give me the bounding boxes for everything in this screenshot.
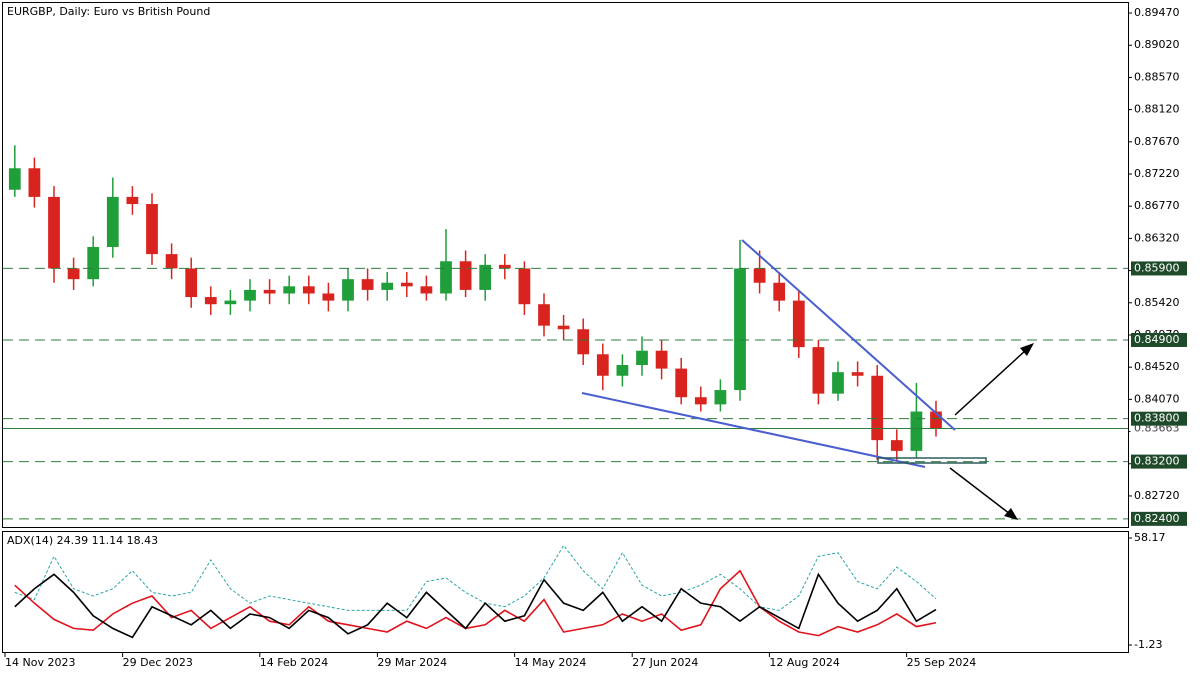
x-tick-label: 12 Aug 2024 bbox=[769, 656, 839, 669]
candle-body bbox=[636, 350, 648, 366]
candle-body bbox=[381, 282, 394, 290]
candle-body bbox=[28, 168, 41, 197]
candle-body bbox=[165, 254, 178, 269]
candle-body bbox=[773, 282, 786, 301]
candle-body bbox=[283, 286, 296, 294]
level-label-box bbox=[1131, 411, 1187, 426]
arrow bbox=[949, 467, 1011, 515]
y-tick-label: 0.88120 bbox=[1134, 103, 1180, 116]
candle-body bbox=[67, 268, 80, 280]
plot: 0.827200.831700.836200.840700.845200.849… bbox=[3, 6, 1188, 669]
candle-body bbox=[910, 411, 923, 451]
indicator-line bbox=[14, 544, 937, 611]
candle-body bbox=[851, 372, 864, 376]
candle-body bbox=[322, 293, 335, 301]
y-tick-label: 0.84520 bbox=[1134, 360, 1180, 373]
candle-body bbox=[224, 300, 237, 305]
candle-body bbox=[538, 304, 550, 326]
candle-body bbox=[832, 372, 844, 394]
candle-body bbox=[596, 354, 609, 376]
candle-body bbox=[400, 282, 413, 287]
y-tick-label: 0.86770 bbox=[1134, 199, 1180, 212]
y-tick-label: 0.89020 bbox=[1134, 38, 1180, 51]
level-label: 0.83800 bbox=[1134, 412, 1180, 425]
x-tick-label: 14 May 2024 bbox=[515, 656, 587, 669]
candle-body bbox=[675, 368, 688, 398]
level-label-box bbox=[1131, 261, 1187, 276]
y-tick-label: 0.86320 bbox=[1134, 231, 1180, 244]
candle-body bbox=[361, 279, 374, 290]
candle-body bbox=[616, 365, 629, 376]
x-tick-label: 14 Feb 2024 bbox=[260, 656, 328, 669]
candle-body bbox=[440, 261, 452, 294]
y-tick-label: -1.23 bbox=[1134, 638, 1162, 651]
y-tick-label: 0.89470 bbox=[1134, 6, 1180, 19]
x-tick-label: 14 Nov 2023 bbox=[5, 656, 75, 669]
candle-body bbox=[204, 297, 217, 305]
candle-body bbox=[734, 268, 746, 391]
arrow-head bbox=[1004, 508, 1018, 520]
y-tick-label: 58.17 bbox=[1134, 531, 1166, 544]
candle-body bbox=[792, 300, 805, 348]
x-tick-label: 27 Jun 2024 bbox=[632, 656, 698, 669]
trendline bbox=[581, 392, 926, 468]
arrow-head bbox=[1020, 343, 1034, 356]
candle-body bbox=[753, 268, 766, 283]
candle-body bbox=[459, 261, 472, 290]
chart-title: EURGBP, Daily: Euro vs British Pound bbox=[7, 5, 210, 18]
y-tick-label: 0.85420 bbox=[1134, 296, 1180, 309]
level-label-box bbox=[1131, 511, 1187, 526]
level-label: 0.84900 bbox=[1134, 333, 1180, 346]
arrow bbox=[954, 349, 1027, 416]
candle-body bbox=[302, 286, 315, 294]
candle-body bbox=[714, 390, 727, 405]
candle-body bbox=[812, 347, 825, 394]
candle-body bbox=[420, 286, 433, 294]
level-label: 0.82400 bbox=[1134, 512, 1180, 525]
level-label-box bbox=[1131, 454, 1187, 469]
candle-body bbox=[263, 289, 276, 294]
level-label: 0.83200 bbox=[1134, 455, 1180, 468]
candle-body bbox=[655, 350, 668, 369]
candle-body bbox=[342, 279, 354, 301]
level-label: 0.85900 bbox=[1134, 261, 1180, 274]
adx-panel bbox=[2, 531, 1129, 653]
annotations bbox=[581, 239, 1034, 520]
indicator-line bbox=[14, 572, 937, 639]
candle-body bbox=[557, 325, 570, 330]
candle-body bbox=[185, 268, 198, 298]
candle-body bbox=[48, 196, 60, 269]
y-tick-label: 0.87220 bbox=[1134, 167, 1180, 180]
trendline bbox=[741, 239, 956, 431]
level-label-box bbox=[1131, 332, 1187, 347]
candle-body bbox=[518, 268, 531, 305]
x-tick-label: 29 Dec 2023 bbox=[123, 656, 193, 669]
candle-body bbox=[694, 397, 707, 405]
main-panel bbox=[2, 2, 1129, 528]
indicator-title: ADX(14) 24.39 11.14 18.43 bbox=[7, 534, 158, 547]
candle-body bbox=[126, 196, 139, 205]
candle-body bbox=[87, 246, 100, 280]
candle-body bbox=[577, 329, 590, 355]
candle-body bbox=[146, 204, 158, 255]
candle-body bbox=[244, 289, 256, 301]
y-tick-label: 0.84070 bbox=[1134, 392, 1180, 405]
candle-body bbox=[930, 411, 942, 429]
candle-body bbox=[498, 264, 511, 269]
candle-body bbox=[479, 264, 492, 290]
candle-body bbox=[8, 168, 21, 190]
zone-box bbox=[877, 457, 987, 464]
candle-body bbox=[106, 196, 119, 247]
candle-body bbox=[890, 440, 903, 451]
x-tick-label: 25 Sep 2024 bbox=[907, 656, 977, 669]
y-tick-label: 0.87670 bbox=[1134, 135, 1180, 148]
candle-body bbox=[871, 375, 884, 441]
y-tick-label: 0.88570 bbox=[1134, 70, 1180, 83]
y-tick-label: 0.82720 bbox=[1134, 489, 1180, 502]
x-tick-label: 29 Mar 2024 bbox=[377, 656, 447, 669]
